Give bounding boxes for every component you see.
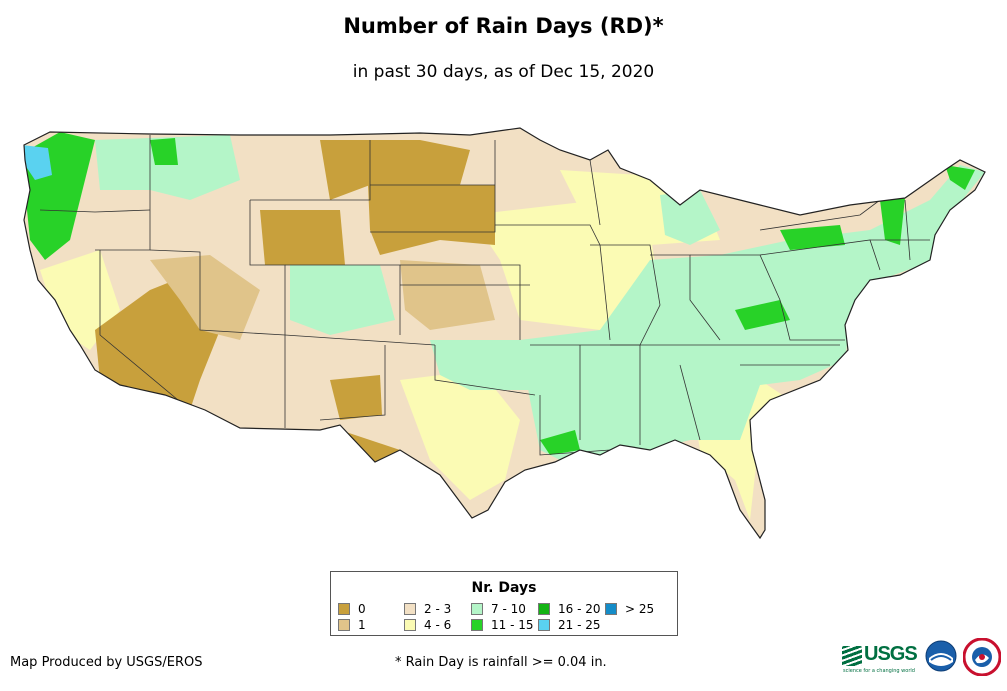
usgs-wordmark: USGS: [864, 643, 918, 665]
legend-item-1: 1: [338, 619, 366, 632]
region-4-6-days-texas: [400, 370, 520, 500]
legend-label: 0: [358, 602, 366, 616]
legend-label: 11 - 15: [491, 618, 534, 632]
legend-swatch: [338, 603, 350, 615]
region-21-25-days-puget-sound: [24, 145, 52, 180]
legend-swatch: [404, 603, 416, 615]
region-11-15-days-idaho: [150, 138, 178, 165]
usgs-logo-icon: USGS science for a changing world: [842, 643, 922, 675]
legend-label: 21 - 25: [558, 618, 601, 632]
region-11-15-days-vermont: [880, 198, 905, 245]
legend-item-2-3: 2 - 3: [404, 603, 451, 616]
legend-item-7-10: 7 - 10: [471, 603, 526, 616]
region-11-15-days-new-england: [945, 165, 975, 190]
region-7-10-days-oklahoma: [430, 340, 530, 390]
map-credit: Map Produced by USGS/EROS: [10, 655, 203, 670]
legend-label: 2 - 3: [424, 602, 452, 616]
legend-label: 4 - 6: [424, 618, 452, 632]
region-0-days-new-mexico: [330, 375, 382, 420]
noaa-logo-icon: [925, 640, 957, 672]
region-0-days-wyoming: [260, 210, 345, 265]
legend-label: 7 - 10: [491, 602, 526, 616]
legend-item-0: 0: [338, 603, 366, 616]
legend-item-11-15: 11 - 15: [471, 619, 534, 632]
map-subtitle: in past 30 days, as of Dec 15, 2020: [352, 62, 655, 82]
region-1-day-plains: [400, 260, 495, 330]
legend-swatch: [605, 603, 617, 615]
legend-item-21-25: 21 - 25: [538, 619, 601, 632]
legend-swatch: [538, 619, 550, 631]
region-0-days-dakotas: [368, 185, 495, 255]
nws-logo-icon: [963, 638, 1001, 676]
usgs-tagline: science for a changing world: [843, 668, 915, 674]
legend-label: 1: [358, 618, 366, 632]
legend-title: Nr. Days: [471, 580, 537, 596]
legend-item-16-20: 16 - 20: [538, 603, 601, 616]
region-7-10-days-michigan: [660, 190, 720, 245]
legend-swatch: [538, 603, 550, 615]
region-11-15-days-appalachia: [735, 300, 790, 330]
rain-day-footnote: * Rain Day is rainfall >= 0.04 in.: [395, 655, 607, 670]
map-title: Number of Rain Days (RD)*: [343, 14, 664, 38]
region-7-10-days-colorado: [290, 265, 395, 335]
legend-swatch: [471, 603, 483, 615]
legend-label: 16 - 20: [558, 602, 601, 616]
usgs-mark-icon: [842, 646, 862, 666]
legend-swatch: [338, 619, 350, 631]
region-11-15-days-great-lakes: [780, 225, 845, 250]
legend-label: > 25: [625, 602, 655, 616]
legend-swatch: [471, 619, 483, 631]
region-11-15-days-louisiana: [540, 430, 580, 455]
legend-item-4-6: 4 - 6: [404, 619, 451, 632]
state-borders: [39, 135, 930, 456]
legend: Nr. Days 0 1 2 - 3 4 - 6 7 - 10 11 - 15 …: [330, 571, 678, 636]
legend-item-over-25: > 25: [605, 603, 654, 616]
region-1-day-great-basin: [150, 255, 260, 340]
rain-days-map: [23, 127, 986, 539]
region-7-10-days-northwest: [95, 135, 240, 200]
legend-swatch: [404, 619, 416, 631]
